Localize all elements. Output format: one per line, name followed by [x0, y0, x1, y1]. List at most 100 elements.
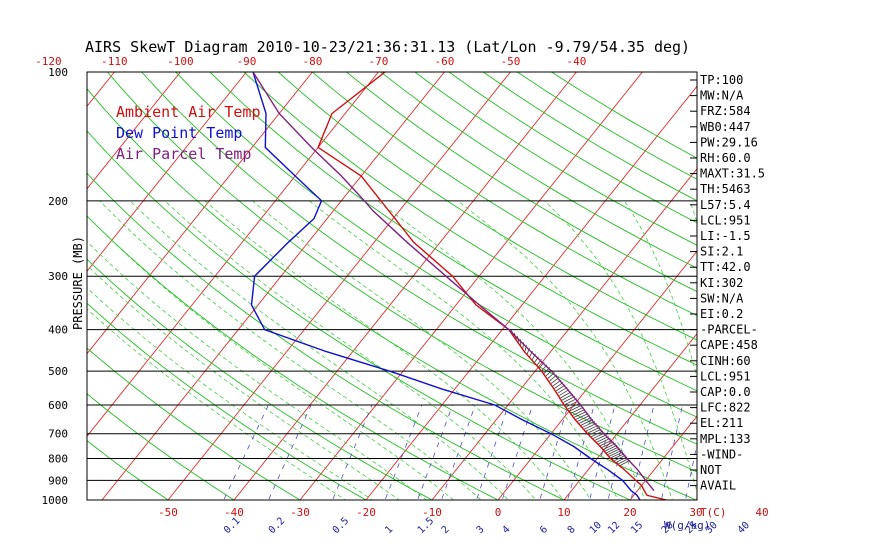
index-label: MPL:133	[700, 432, 751, 446]
plot-grid	[87, 62, 870, 509]
mixing-ratio-tick-label: 3	[475, 524, 487, 536]
mixing-ratio-line	[660, 404, 683, 500]
moist-adiabat-line	[457, 200, 673, 500]
index-label: L57:5.4	[700, 198, 751, 212]
index-label: FRZ:584	[700, 104, 751, 118]
mixing-ratio-line	[332, 404, 373, 500]
dew-point-temp-line	[250, 72, 641, 500]
mixing-ratio-tick-label: 12	[606, 520, 622, 536]
moist-adiabat-line	[87, 308, 347, 500]
isotherm-line	[497, 250, 697, 500]
mixing-ratio-line	[268, 404, 312, 500]
isotherm-line	[431, 168, 697, 500]
index-label: TH:5463	[700, 182, 751, 196]
air-parcel-temp-line	[252, 72, 655, 492]
dry-adiabat-line	[380, 72, 697, 269]
bottom-temp-tick-label: -30	[290, 506, 310, 519]
index-label: LCL:951	[700, 369, 751, 383]
isotherm-line	[755, 62, 870, 509]
dry-adiabat-line	[414, 72, 697, 246]
pressure-tick-label: 600	[48, 399, 68, 412]
plot-marks	[250, 72, 667, 500]
cape-hatch-mark	[610, 451, 624, 459]
cape-hatch-mark	[569, 404, 583, 412]
dry-adiabat-line	[87, 130, 632, 500]
isotherm-line	[87, 72, 247, 272]
dry-adiabat-line	[87, 258, 433, 500]
cape-hatch-mark	[575, 413, 589, 420]
mixing-ratio-line	[476, 404, 509, 500]
dry-adiabat-line	[107, 72, 697, 473]
cape-hatch-mark	[577, 415, 590, 422]
dry-adiabat-line	[87, 347, 301, 500]
dry-adiabat-line	[175, 72, 697, 418]
mixing-ratio-tick-label: 6	[538, 524, 550, 536]
index-label: LI:-1.5	[700, 229, 751, 243]
cape-hatch-mark	[611, 453, 625, 461]
mixing-ratio-tick-label: 1	[383, 524, 395, 536]
cape-hatch-mark	[583, 423, 597, 430]
top-temp-tick-label: -40	[566, 55, 586, 68]
cape-hatch-mark	[597, 437, 611, 445]
cape-hatch-mark	[587, 426, 600, 434]
moist-adiabat-line	[377, 200, 646, 500]
dry-adiabat-line	[87, 302, 367, 500]
top-temp-tick-label: -120	[35, 55, 62, 68]
cape-hatch-mark	[563, 396, 576, 403]
moist-adiabat-line	[87, 264, 400, 500]
index-label: NOT	[700, 463, 722, 477]
top-temp-tick-label: -50	[500, 55, 520, 68]
top-temp-tick-label: -60	[434, 55, 454, 68]
mixing-ratio-line	[441, 404, 476, 500]
bottom-temp-tick-label: -20	[356, 506, 376, 519]
dry-adiabat-line	[209, 72, 697, 392]
temp-unit-label: T(C)	[700, 506, 727, 519]
moist-adiabat-line	[87, 215, 455, 500]
cape-hatch-mark	[607, 448, 621, 456]
cape-hatch-mark	[573, 411, 587, 418]
mixing-ratio-tick-label: 40	[736, 520, 752, 536]
bottom-temp-tick-label: -10	[422, 506, 442, 519]
isotherm-line	[101, 72, 445, 500]
bottom-temp-tick-label: 0	[495, 506, 502, 519]
index-label: LCL:951	[700, 213, 751, 227]
dry-adiabat-line	[87, 215, 500, 500]
moist-adiabat-line	[544, 200, 697, 493]
mixing-ratio-line	[589, 404, 616, 500]
index-label: MAXT:31.5	[700, 167, 765, 181]
cape-hatch-mark	[560, 391, 572, 399]
index-label: WB0:447	[700, 120, 751, 134]
legend-entry: Air Parcel Temp	[116, 145, 251, 163]
pressure-tick-label: 200	[48, 195, 68, 208]
isotherm-line	[87, 72, 313, 355]
cape-hatch-mark	[559, 389, 570, 396]
cape-hatch-mark	[614, 456, 628, 464]
mixing-ratio-tick-label: 0.5	[331, 516, 352, 537]
index-label: -WIND-	[700, 447, 743, 461]
index-label: CAP:0.0	[700, 385, 751, 399]
pressure-tick-label: 100	[48, 66, 68, 79]
index-label: SI:2.1	[700, 245, 743, 259]
index-label: CAPE:458	[700, 338, 758, 352]
cape-hatch-mark	[603, 443, 616, 450]
bottom-temp-tick-label: 40	[755, 506, 768, 519]
dry-adiabat-line	[141, 72, 697, 445]
top-temp-tick-label: -80	[302, 55, 322, 68]
plot-frame	[86, 71, 698, 501]
dry-adiabat-line	[312, 72, 697, 317]
index-label: RH:60.0	[700, 151, 751, 165]
top-temp-tick-label: -110	[101, 55, 128, 68]
cape-hatch-mark	[578, 417, 592, 424]
pressure-tick-label: 900	[48, 474, 68, 487]
cape-hatch-mark	[590, 430, 604, 438]
top-temp-tick-label: -70	[368, 55, 388, 68]
mixing-ratio-tick-label: 4	[500, 524, 512, 536]
mixing-ratio-line	[501, 404, 534, 500]
moist-adiabat-line	[204, 200, 564, 500]
index-label: MW:N/A	[700, 89, 744, 103]
cape-hatch-mark	[601, 441, 615, 449]
cape-hatch-mark	[613, 454, 626, 462]
index-label: LFC:822	[700, 401, 751, 415]
mixing-ratio-tick-label: 0.2	[267, 516, 288, 537]
isotherm-line	[87, 72, 115, 107]
